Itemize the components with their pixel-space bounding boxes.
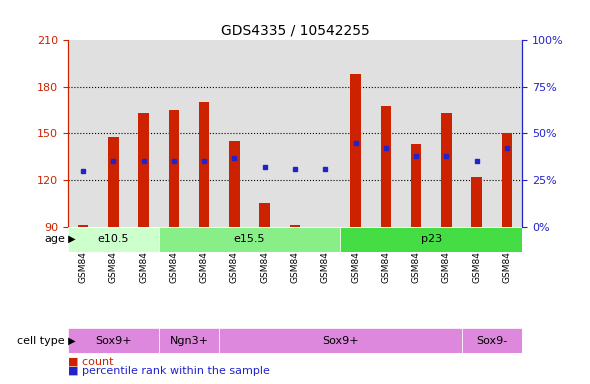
Text: age: age xyxy=(44,234,65,244)
Bar xyxy=(229,141,240,227)
Bar xyxy=(78,225,88,227)
Bar xyxy=(219,328,461,353)
Text: p23: p23 xyxy=(421,234,442,244)
Text: Sox9+: Sox9+ xyxy=(322,336,359,346)
Bar xyxy=(159,328,219,353)
Bar xyxy=(138,113,149,227)
Text: ■ count: ■ count xyxy=(68,357,113,367)
Text: ▶: ▶ xyxy=(65,336,76,346)
Bar xyxy=(461,328,522,353)
Text: Sox9+: Sox9+ xyxy=(95,336,132,346)
Bar xyxy=(68,328,159,353)
Text: ■ percentile rank within the sample: ■ percentile rank within the sample xyxy=(68,366,270,376)
Bar xyxy=(350,74,361,227)
Text: ▶: ▶ xyxy=(65,234,76,244)
Bar xyxy=(108,137,119,227)
Bar xyxy=(381,106,391,227)
Text: cell type: cell type xyxy=(17,336,65,346)
Bar xyxy=(411,144,421,227)
Bar xyxy=(502,134,512,227)
Title: GDS4335 / 10542255: GDS4335 / 10542255 xyxy=(221,24,369,38)
Text: Sox9-: Sox9- xyxy=(476,336,507,346)
Text: Ngn3+: Ngn3+ xyxy=(169,336,208,346)
Bar xyxy=(290,225,300,227)
Text: e10.5: e10.5 xyxy=(97,234,129,244)
Bar xyxy=(169,110,179,227)
Bar xyxy=(260,203,270,227)
Bar xyxy=(340,227,522,252)
Bar xyxy=(199,103,209,227)
Bar xyxy=(441,113,452,227)
Bar xyxy=(159,227,340,252)
Text: e15.5: e15.5 xyxy=(234,234,266,244)
Bar xyxy=(471,177,482,227)
Bar xyxy=(68,227,159,252)
